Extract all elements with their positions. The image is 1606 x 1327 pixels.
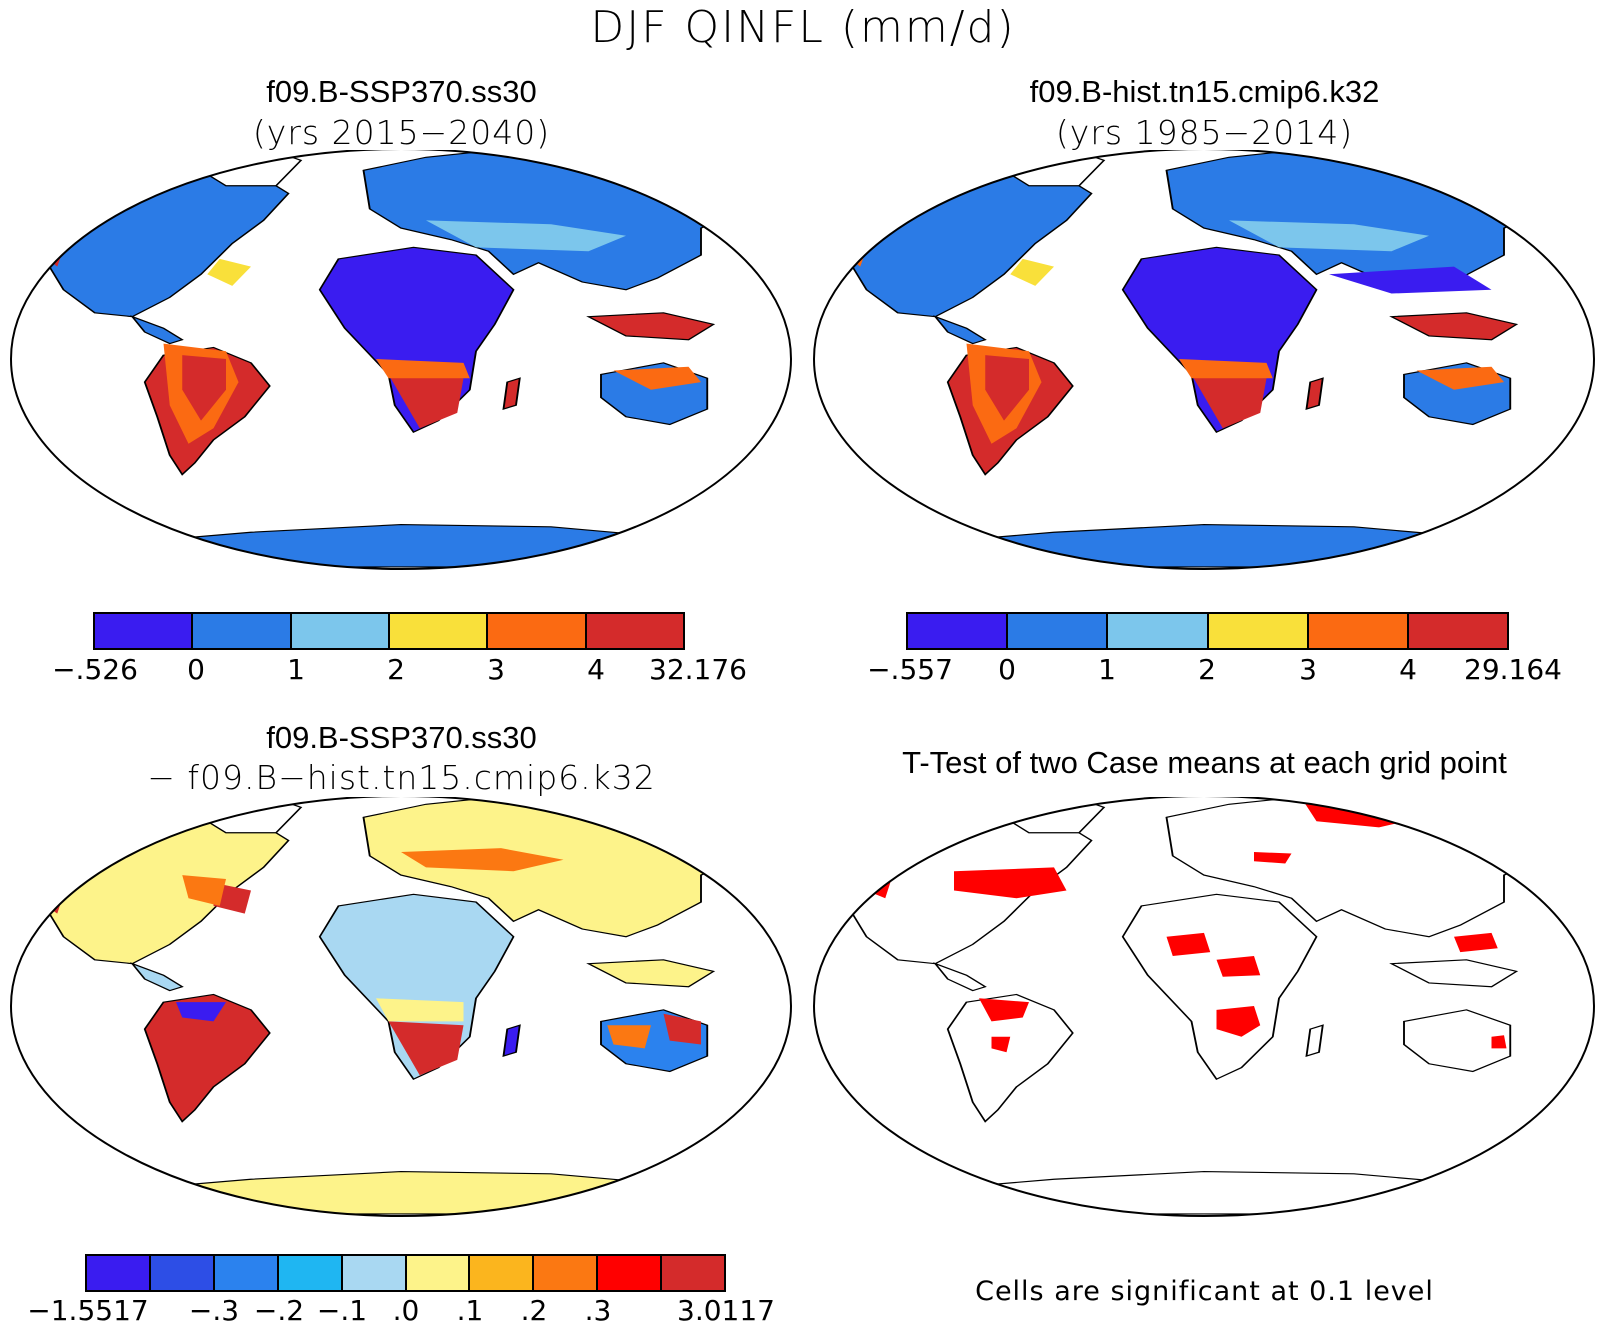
panel3-cb-label: −.2 (253, 1294, 305, 1327)
panel4-map (813, 797, 1595, 1217)
panel2-map (813, 150, 1595, 570)
panel3-cb-swatch-1 (87, 1256, 151, 1290)
panel1-cb-label: 0 (187, 653, 205, 686)
panel1-cb-swatch-6 (586, 614, 683, 648)
panel2-cb-label: 4 (1399, 653, 1417, 686)
panel3-cb-label: −1.5517 (27, 1294, 149, 1327)
panel1-cb-label: 32.176 (649, 653, 747, 686)
panel2-years: (yrs 1985−2014) (1055, 113, 1354, 152)
panel2-cb-label: 2 (1198, 653, 1216, 686)
panel2-title: f09.B-hist.tn15.cmip6.k32 (1029, 74, 1380, 109)
panel3-colorbar (85, 1254, 726, 1292)
panel2-cb-label: 3 (1299, 653, 1317, 686)
panel3-cb-label: .2 (520, 1294, 548, 1327)
panel2-cb-label: 29.164 (1464, 653, 1562, 686)
panel3-cb-label: .1 (456, 1294, 484, 1327)
panel1-cb-swatch-1 (95, 614, 194, 648)
panel3-map (10, 797, 792, 1217)
panel3-cb-label: 3.0117 (677, 1294, 775, 1327)
panel2-cb-swatch-4 (1208, 614, 1309, 648)
panel3-cb-swatch-8 (534, 1256, 599, 1290)
panel1-cb-label: 2 (387, 653, 405, 686)
panel2-cb-swatch-6 (1408, 614, 1508, 648)
panel3-cb-swatch-5 (342, 1256, 407, 1290)
panel4-map-border (813, 797, 1595, 1217)
panel3-map-border (10, 797, 792, 1217)
panel1-years: (yrs 2015−2040) (252, 113, 551, 152)
figure-title: DJF QINFL (mm/d) (590, 2, 1016, 53)
panel3-cb-swatch-2 (150, 1256, 215, 1290)
panel2-cb-swatch-1 (908, 614, 1009, 648)
panel3-subtitle: − f09.B−hist.tn15.cmip6.k32 (147, 758, 656, 797)
panel1-cb-label: −.526 (52, 653, 138, 686)
panel3-cb-label: .0 (392, 1294, 420, 1327)
panel3-title: f09.B-SSP370.ss30 (266, 720, 537, 755)
panel2-colorbar (906, 612, 1509, 650)
panel3-cb-swatch-6 (406, 1256, 471, 1290)
panel1-cb-label: 3 (487, 653, 505, 686)
panel1-cb-swatch-5 (488, 614, 587, 648)
panel1-map (10, 150, 792, 570)
panel1-colorbar (93, 612, 685, 650)
panel1-cb-swatch-4 (389, 614, 489, 648)
panel2-cb-label: −.557 (867, 653, 953, 686)
panel2-cb-swatch-2 (1008, 614, 1109, 648)
panel2-cb-label: 0 (998, 653, 1016, 686)
panel4-title: T-Test of two Case means at each grid po… (902, 745, 1507, 780)
panel3-cb-label: .3 (584, 1294, 612, 1327)
panel3-cb-label: −.3 (188, 1294, 240, 1327)
panel2-map-border (813, 150, 1595, 570)
panel1-cb-label: 1 (287, 653, 305, 686)
panel1-title: f09.B-SSP370.ss30 (266, 74, 537, 109)
significance-note: Cells are significant at 0.1 level (975, 1276, 1434, 1307)
panel2-cb-swatch-5 (1308, 614, 1409, 648)
panel3-cb-swatch-3 (214, 1256, 279, 1290)
panel2-cb-label: 1 (1098, 653, 1116, 686)
panel3-cb-label: −.1 (316, 1294, 368, 1327)
panel1-map-border (10, 150, 792, 570)
panel3-cb-swatch-10 (662, 1256, 725, 1290)
panel3-cb-swatch-7 (470, 1256, 535, 1290)
panel1-cb-label: 4 (587, 653, 605, 686)
panel3-cb-swatch-9 (598, 1256, 663, 1290)
panel3-cb-swatch-4 (278, 1256, 343, 1290)
panel2-cb-swatch-3 (1108, 614, 1209, 648)
panel1-cb-swatch-3 (291, 614, 390, 648)
panel1-cb-swatch-2 (193, 614, 292, 648)
